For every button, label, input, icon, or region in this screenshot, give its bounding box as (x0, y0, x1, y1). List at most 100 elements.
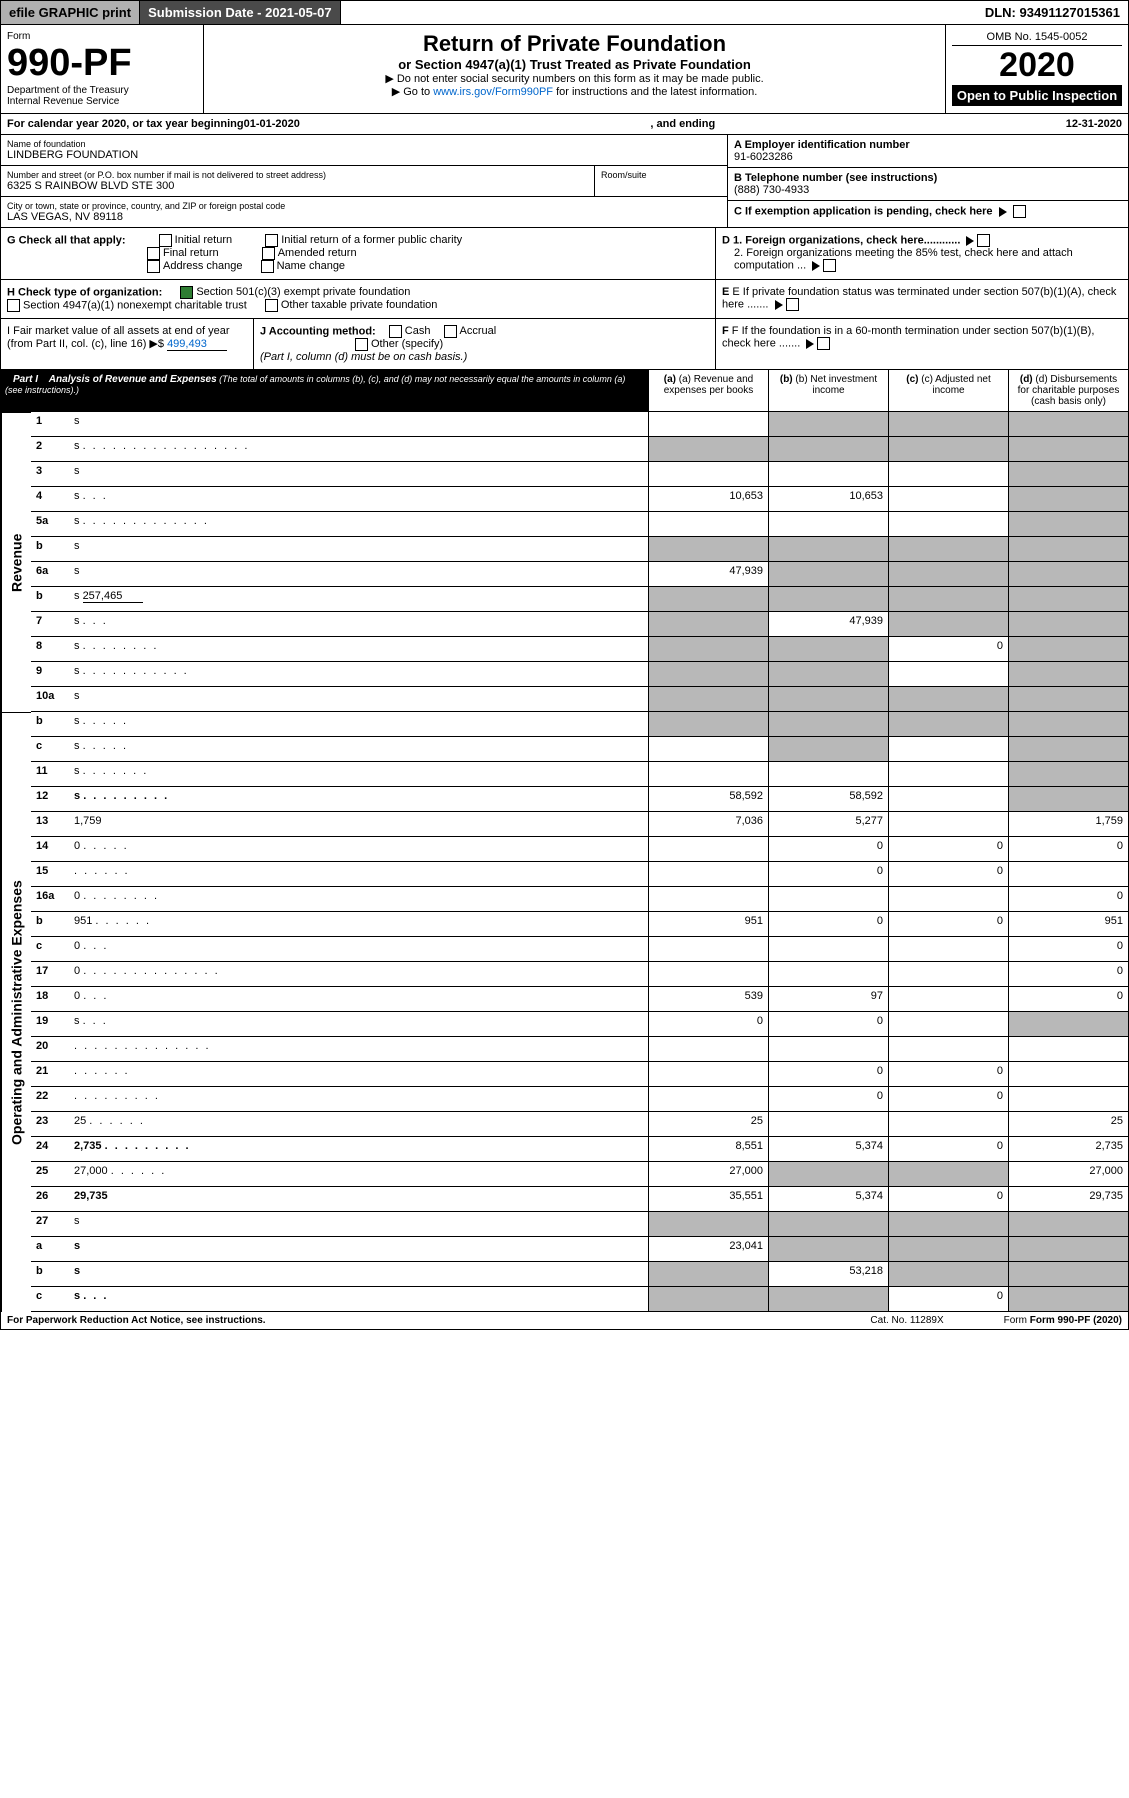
cell-value: 27,000 (648, 1162, 768, 1187)
line-no: 1 (31, 412, 69, 437)
col-a-header: (a) (a) Revenue and expenses per books (648, 370, 768, 411)
h-section: H Check type of organization: Section 50… (0, 280, 1129, 319)
ein: 91-6023286 (734, 151, 1122, 163)
chk-e[interactable] (786, 298, 799, 311)
cell-value (768, 512, 888, 537)
phone-label: B Telephone number (see instructions) (734, 172, 1122, 184)
cell-value (768, 962, 888, 987)
cell-value: 58,592 (768, 787, 888, 812)
line-no: 27 (31, 1212, 69, 1237)
cell-shaded (1008, 512, 1128, 537)
chk-4947[interactable] (7, 299, 20, 312)
cell-value: 0 (768, 1012, 888, 1037)
cell-shaded (768, 1237, 888, 1262)
line-desc: . . . . . . (69, 862, 648, 887)
cell-value: 2,735 (1008, 1137, 1128, 1162)
chk-f[interactable] (817, 337, 830, 350)
cell-shaded (768, 1287, 888, 1312)
line-no: 6a (31, 562, 69, 587)
revenue-label: Revenue (1, 412, 31, 712)
line-no: 5a (31, 512, 69, 537)
tax-year: 2020 (952, 46, 1122, 85)
cell-value: 0 (1008, 837, 1128, 862)
cell-value (648, 937, 768, 962)
cell-value: 0 (768, 1062, 888, 1087)
line-no: 18 (31, 987, 69, 1012)
foundation-name: LINDBERG FOUNDATION (7, 149, 721, 161)
line-desc: 1,759 (69, 812, 648, 837)
line-no: 12 (31, 787, 69, 812)
chk-accrual[interactable] (444, 325, 457, 338)
cell-shaded (1008, 712, 1128, 737)
cell-shaded (888, 412, 1008, 437)
cell-value (648, 1037, 768, 1062)
line-desc: s (69, 1237, 648, 1262)
cell-value: 0 (768, 1087, 888, 1112)
cell-value: 0 (888, 1287, 1008, 1312)
chk-final[interactable] (147, 247, 160, 260)
d1: D 1. Foreign organizations, check here..… (722, 234, 1122, 247)
cell-value: 23,041 (648, 1237, 768, 1262)
cell-value: 25 (648, 1112, 768, 1137)
cell-value (888, 787, 1008, 812)
line-desc: 25 . . . . . . (69, 1112, 648, 1137)
cell-shaded (768, 637, 888, 662)
chk-501c3[interactable] (180, 286, 193, 299)
cell-shaded (768, 1162, 888, 1187)
cell-shaded (648, 537, 768, 562)
cell-value: 27,000 (1008, 1162, 1128, 1187)
cell-value: 10,653 (648, 487, 768, 512)
line-desc: s (69, 1212, 648, 1237)
cell-shaded (888, 1162, 1008, 1187)
chk-amended[interactable] (262, 247, 275, 260)
line-no: 21 (31, 1062, 69, 1087)
line-no: b (31, 912, 69, 937)
chk-cash[interactable] (389, 325, 402, 338)
cell-value (888, 937, 1008, 962)
efile-print-button[interactable]: efile GRAPHIC print (1, 1, 140, 24)
line-desc: s (69, 687, 648, 712)
cell-shaded (648, 1287, 768, 1312)
line-desc: s . . . . . . . . . . . . . (69, 512, 648, 537)
city-label: City or town, state or province, country… (7, 201, 721, 211)
cell-value: 0 (888, 912, 1008, 937)
cell-value (648, 762, 768, 787)
cell-shaded (1008, 437, 1128, 462)
form-link[interactable]: www.irs.gov/Form990PF (433, 86, 553, 98)
cell-shaded (888, 687, 1008, 712)
paperwork-notice: For Paperwork Reduction Act Notice, see … (7, 1315, 870, 1326)
line-desc: s . . . . . (69, 737, 648, 762)
chk-initial[interactable] (159, 234, 172, 247)
cell-shaded (1008, 637, 1128, 662)
cell-shaded (888, 587, 1008, 612)
cell-value (648, 462, 768, 487)
chk-other-taxable[interactable] (265, 299, 278, 312)
chk-name-change[interactable] (261, 260, 274, 273)
chk-d2[interactable] (823, 259, 836, 272)
form-header: Form 990-PF Department of the Treasury I… (0, 25, 1129, 114)
line-no: b (31, 1262, 69, 1287)
fmv-value[interactable]: 499,493 (167, 338, 227, 351)
cell-shaded (888, 437, 1008, 462)
cell-shaded (648, 637, 768, 662)
cell-value: 58,592 (648, 787, 768, 812)
c-checkbox[interactable] (1013, 205, 1026, 218)
chk-d1[interactable] (977, 234, 990, 247)
submission-date: Submission Date - 2021-05-07 (140, 1, 341, 24)
cell-value: 35,551 (648, 1187, 768, 1212)
chk-addr-change[interactable] (147, 260, 160, 273)
cell-shaded (768, 562, 888, 587)
cell-value (768, 462, 888, 487)
cell-shaded (1008, 737, 1128, 762)
cell-value: 0 (1008, 887, 1128, 912)
chk-initial-former[interactable] (265, 234, 278, 247)
f-label: F If the foundation is in a 60-month ter… (722, 325, 1094, 349)
cell-value (768, 937, 888, 962)
line-desc: s (69, 1262, 648, 1287)
line-no: 8 (31, 637, 69, 662)
line-desc: s . . . . . . . . . . . . . . . . . (69, 437, 648, 462)
chk-other-method[interactable] (355, 338, 368, 351)
cell-value (888, 737, 1008, 762)
calendar-row: For calendar year 2020, or tax year begi… (0, 114, 1129, 135)
cell-value: 5,374 (768, 1137, 888, 1162)
